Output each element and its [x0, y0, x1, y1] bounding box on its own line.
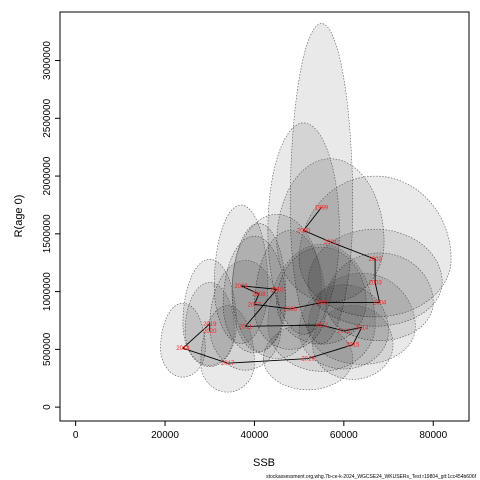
point-label-2005: 2005	[315, 301, 329, 307]
ellipse-2007	[222, 236, 287, 353]
y-tick-label: 3000000	[42, 41, 53, 80]
point-label-2002: 2002	[368, 257, 382, 263]
ellipse-2000	[267, 122, 340, 335]
caption: stockassessment.org,whg.7b-ce-k-2024_WGC…	[266, 474, 476, 480]
y-axis: 0 500000 1000000 1500000 2000000 2500000 30000…	[42, 41, 60, 410]
x-axis-title: SSB	[253, 457, 275, 469]
ellipse-2013	[298, 284, 389, 370]
point-label-2012: 2012	[315, 323, 329, 329]
ellipse-2005	[276, 246, 367, 345]
point-label-2011: 2011	[239, 324, 253, 330]
ellipse-2002	[298, 175, 452, 318]
point-label-2000: 2000	[297, 228, 311, 234]
point-label-2004: 2004	[373, 301, 387, 307]
ellipse-2006	[254, 230, 327, 350]
ellipse-2016	[263, 323, 354, 390]
point-labels: 1999 2000 2001 2002 2003 2004 2005 2006 2007 2008…	[176, 205, 387, 367]
y-tick-label: 2000000	[42, 156, 53, 195]
point-label-2008: 2008	[252, 292, 266, 298]
series-line	[182, 207, 381, 364]
point-label-2003: 2003	[368, 280, 382, 286]
ellipse-2001	[276, 158, 385, 303]
ellipse-1999	[289, 23, 354, 344]
ellipse-2019	[182, 259, 237, 367]
x-tick-label: 40000	[241, 430, 269, 441]
ellipse-2017	[200, 305, 255, 393]
point-label-2009: 2009	[234, 284, 248, 290]
confidence-ellipses	[160, 23, 452, 393]
point-label-2019: 2019	[203, 322, 217, 328]
x-axis: 0 20000 40000 60000 80000	[73, 421, 448, 441]
y-tick-label: 2500000	[42, 98, 53, 137]
point-label-2015: 2015	[346, 343, 360, 349]
point-label-2001: 2001	[324, 240, 338, 246]
ellipse-2012	[267, 243, 376, 372]
point-label-2010: 2010	[270, 287, 284, 293]
x-tick-label: 80000	[419, 430, 447, 441]
point-label-2017: 2017	[221, 361, 235, 367]
point-label-2014: 2014	[355, 325, 369, 331]
point-label-2018: 2018	[176, 346, 190, 352]
point-label-2007: 2007	[248, 302, 262, 308]
ellipse-2014	[307, 272, 416, 365]
time-series-path	[182, 207, 381, 364]
y-tick-label: 500000	[42, 332, 53, 366]
y-axis-title: R(age 0)	[13, 195, 25, 238]
x-tick-label: 20000	[151, 430, 179, 441]
ellipse-2015	[312, 305, 394, 380]
point-label-2020: 2020	[203, 329, 217, 335]
x-tick-label: 0	[73, 430, 79, 441]
x-tick-label: 60000	[330, 430, 358, 441]
y-tick-label: 1500000	[42, 214, 53, 253]
y-tick-label: 0	[42, 404, 53, 410]
point-label-2016: 2016	[301, 357, 315, 363]
point-label-1999: 1999	[315, 205, 329, 211]
point-label-2006: 2006	[284, 307, 298, 313]
point-label-2013: 2013	[337, 329, 351, 335]
plot-box	[59, 11, 470, 422]
y-tick-label: 1000000	[42, 272, 53, 311]
ellipse-2010	[231, 213, 322, 359]
